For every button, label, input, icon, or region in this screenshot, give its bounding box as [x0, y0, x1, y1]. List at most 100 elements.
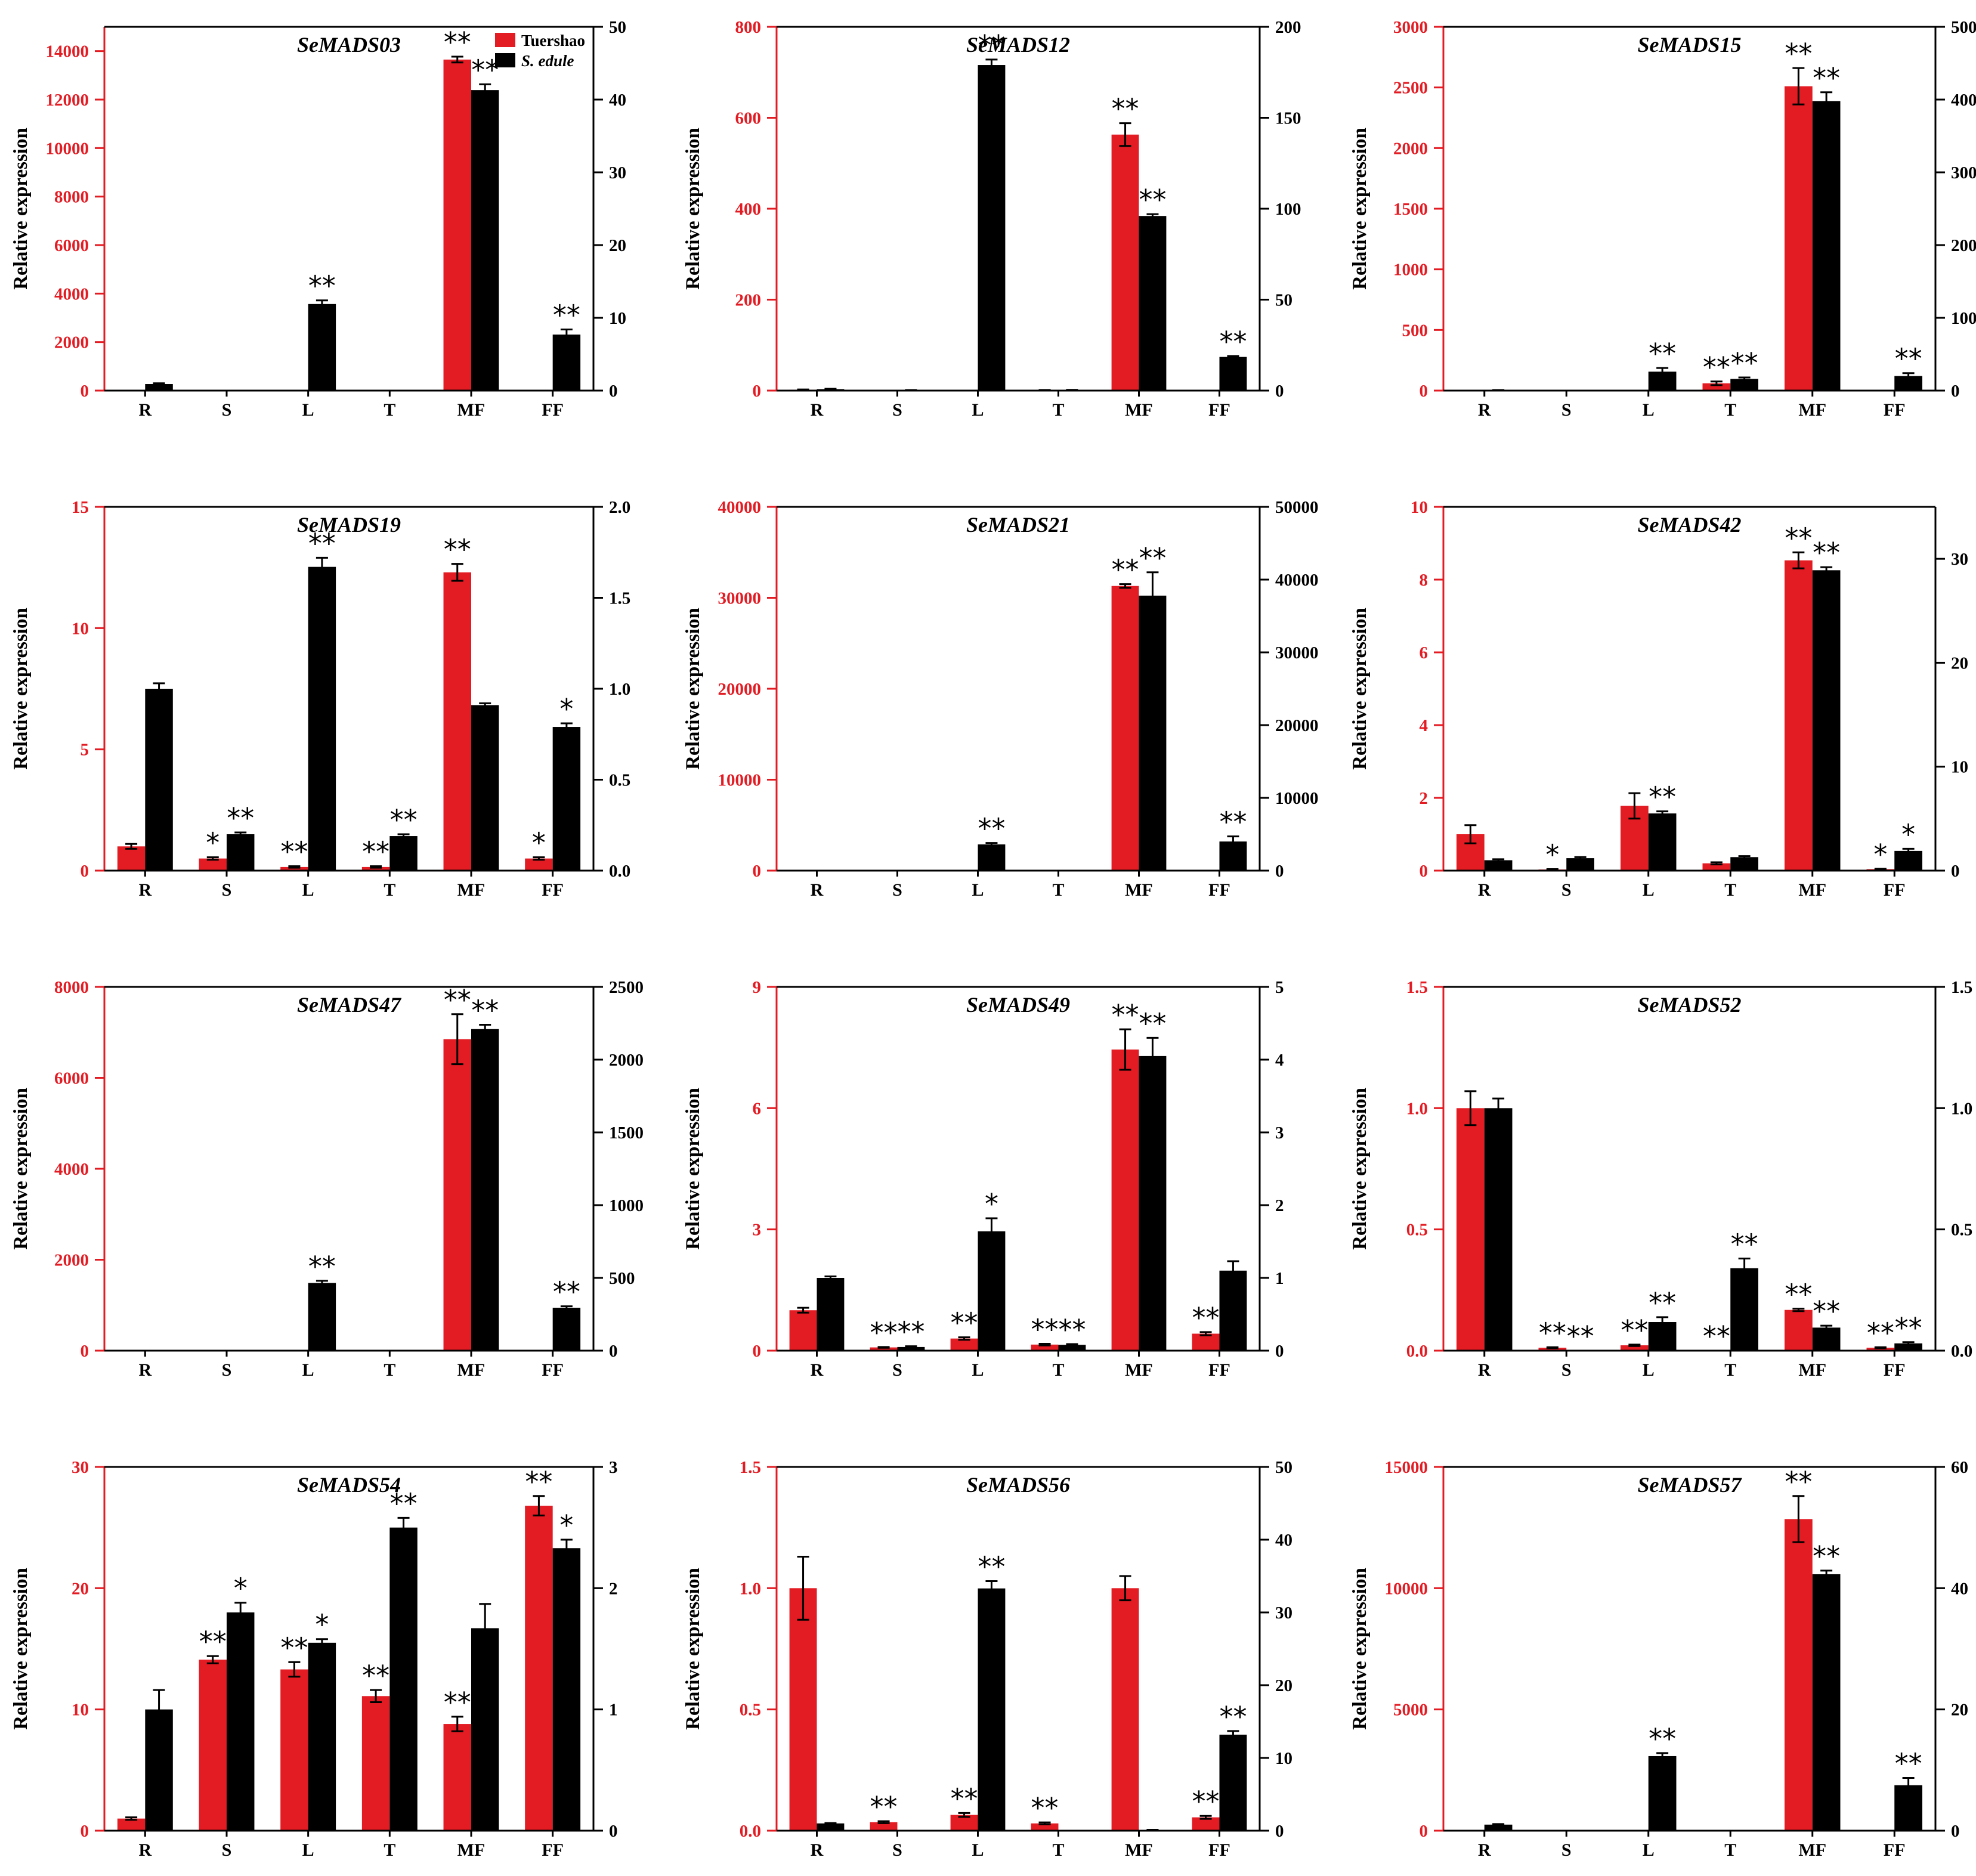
- left-tick-label: 1.5: [1406, 978, 1428, 997]
- chart-panel: 0.0 0.5 1.0 1.5 0 10 20 30 40 50 R S ** L ** ** T ** MF FF *…: [682, 1458, 1292, 1860]
- category-label: L: [972, 1840, 984, 1860]
- left-tick-label: 20000: [718, 680, 762, 699]
- left-tick-label: 0: [753, 862, 762, 881]
- bar-tuershao: [361, 1696, 390, 1831]
- category-label: MF: [1798, 1840, 1826, 1860]
- right-tick-label: 40: [609, 91, 626, 110]
- left-tick-label: 5: [81, 741, 89, 760]
- bar-sedule: [1812, 101, 1841, 391]
- category-label: FF: [542, 400, 564, 420]
- significance-mark: *: [1901, 818, 1915, 850]
- left-tick-label: 15000: [1385, 1458, 1428, 1477]
- right-tick-label: 1: [609, 1701, 618, 1720]
- significance-mark: **: [280, 836, 308, 868]
- left-tick-label: 5000: [1393, 1701, 1428, 1720]
- significance-mark: **: [444, 534, 471, 566]
- bar-tuershao: [1702, 863, 1731, 871]
- significance-mark: **: [1112, 999, 1139, 1031]
- right-tick-label: 2: [609, 1579, 618, 1598]
- significance-mark: **: [308, 1250, 336, 1283]
- bar-sedule: [1812, 1574, 1841, 1831]
- panel-title: SeMADS47: [297, 993, 402, 1017]
- significance-mark: **: [1139, 1007, 1166, 1039]
- right-tick-label: 20: [1951, 1701, 1968, 1720]
- bar-sedule: [1058, 1345, 1086, 1351]
- bar-tuershao: [199, 1660, 227, 1831]
- right-tick-label: 150: [1275, 109, 1301, 128]
- right-tick-label: 400: [1951, 91, 1976, 110]
- category-label: L: [1643, 1840, 1655, 1860]
- category-label: R: [138, 1360, 151, 1380]
- left-tick-label: 200: [735, 291, 762, 310]
- right-tick-label: 1.5: [1951, 978, 1972, 997]
- significance-mark: **: [1219, 326, 1247, 358]
- category-label: R: [1478, 880, 1491, 900]
- bar-tuershao: [1785, 1310, 1813, 1351]
- significance-mark: *: [559, 1509, 573, 1541]
- left-tick-label: 0: [81, 1342, 89, 1361]
- bar-sedule: [897, 1346, 925, 1351]
- category-label: T: [1052, 400, 1064, 420]
- significance-mark: **: [1731, 347, 1758, 379]
- left-tick-label: 500: [1402, 321, 1428, 340]
- right-tick-label: 10000: [1275, 789, 1319, 808]
- left-tick-label: 800: [735, 18, 762, 37]
- y-axis-label: Relative expression: [10, 608, 32, 770]
- significance-mark: **: [1649, 1287, 1676, 1319]
- significance-mark: **: [1031, 1792, 1059, 1824]
- right-tick-label: 3: [609, 1458, 618, 1477]
- category-label: T: [384, 1360, 395, 1380]
- right-tick-label: 40000: [1275, 571, 1319, 590]
- right-tick-label: 0: [1951, 862, 1960, 881]
- significance-mark: **: [1058, 1314, 1086, 1346]
- bar-tuershao: [1192, 1333, 1220, 1351]
- bar-sedule: [1484, 1824, 1513, 1831]
- significance-mark: **: [1813, 1295, 1840, 1327]
- significance-mark: **: [390, 804, 418, 836]
- legend-label: Tuershao: [521, 32, 585, 49]
- bar-tuershao: [1457, 1108, 1485, 1351]
- category-label: S: [1561, 1840, 1572, 1860]
- left-tick-label: 8000: [54, 188, 89, 207]
- bar-tuershao: [1866, 1348, 1895, 1351]
- significance-mark: **: [978, 29, 1005, 61]
- left-tick-label: 1.5: [740, 1458, 761, 1477]
- significance-mark: **: [1895, 343, 1922, 375]
- panel-title: SeMADS57: [1637, 1473, 1742, 1497]
- bar-sedule: [1812, 570, 1841, 871]
- right-tick-label: 50000: [1275, 498, 1319, 517]
- significance-mark: **: [1703, 351, 1730, 383]
- bar-tuershao: [117, 846, 146, 871]
- significance-mark: **: [1139, 184, 1166, 216]
- y-axis-label: Relative expression: [682, 1088, 704, 1250]
- chart-panel: 0 5000 10000 15000 0 20 40 60 R S L ** T MF ** ** FF ** Se…: [1349, 1458, 1968, 1860]
- left-tick-label: 0.5: [1406, 1221, 1428, 1240]
- bar-tuershao: [443, 1039, 471, 1351]
- left-tick-label: 8000: [54, 978, 89, 997]
- right-tick-label: 0: [1951, 382, 1960, 401]
- significance-mark: *: [559, 693, 573, 725]
- right-tick-label: 200: [1951, 236, 1976, 255]
- left-tick-label: 6: [753, 1099, 762, 1118]
- category-label: L: [1643, 880, 1655, 900]
- category-label: S: [222, 400, 232, 420]
- left-tick-label: 15: [72, 498, 89, 517]
- category-label: MF: [457, 400, 486, 420]
- category-label: L: [972, 880, 984, 900]
- legend-swatch-sedule: [495, 53, 515, 67]
- left-tick-label: 20: [72, 1579, 89, 1598]
- right-tick-label: 0.0: [609, 862, 630, 881]
- left-tick-label: 10000: [718, 771, 762, 790]
- panel-title: SeMADS49: [966, 993, 1070, 1017]
- bar-sedule: [227, 1612, 255, 1831]
- left-tick-label: 0: [1420, 382, 1428, 401]
- panel-title: SeMADS52: [1637, 993, 1741, 1017]
- left-tick-label: 2000: [1393, 139, 1428, 158]
- left-tick-label: 400: [735, 200, 762, 219]
- left-tick-label: 6000: [54, 1069, 89, 1088]
- right-tick-label: 1.0: [609, 680, 630, 699]
- right-tick-label: 30: [609, 163, 626, 182]
- bar-sedule: [1894, 850, 1922, 871]
- left-tick-label: 6000: [54, 236, 89, 255]
